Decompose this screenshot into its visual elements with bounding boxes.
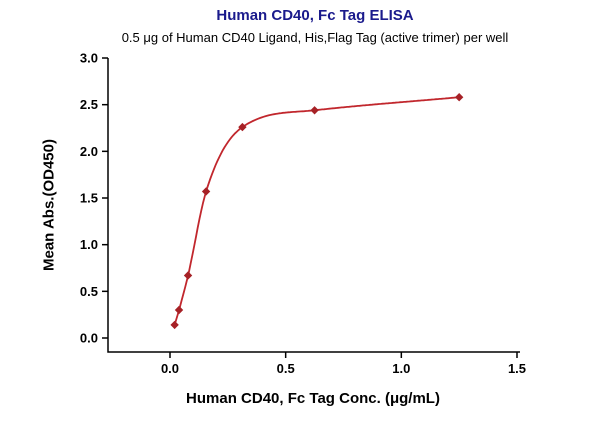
y-tick-label: 2.0 [80,144,98,159]
x-tick-label: 1.0 [392,361,410,376]
data-point [201,187,211,196]
data-point [170,320,179,330]
y-tick-label: 3.0 [80,51,98,66]
y-tick-label: 1.5 [80,191,98,206]
axis-frame [107,58,520,353]
x-tick-label: 1.5 [508,361,526,376]
data-point [454,93,464,102]
data-point [238,122,247,132]
fit-curve [173,96,460,326]
data-point [183,271,193,280]
y-tick-label: 0.0 [80,331,98,346]
x-axis-label: Human CD40, Fc Tag Conc. (μg/mL) [186,390,440,407]
y-axis-label: Mean Abs.(OD450) [40,139,58,271]
chart-title: Human CD40, Fc Tag ELISA [216,7,414,24]
y-tick-label: 1.0 [80,237,98,252]
data-point [310,106,319,115]
x-tick-label: 0.0 [161,361,179,376]
chart-subtitle: 0.5 μg of Human CD40 Ligand, His,Flag Ta… [121,30,509,45]
y-tick-label: 0.5 [80,284,98,299]
x-tick-label: 0.5 [277,361,295,376]
data-point [174,305,184,315]
y-tick-label: 2.5 [80,97,98,112]
